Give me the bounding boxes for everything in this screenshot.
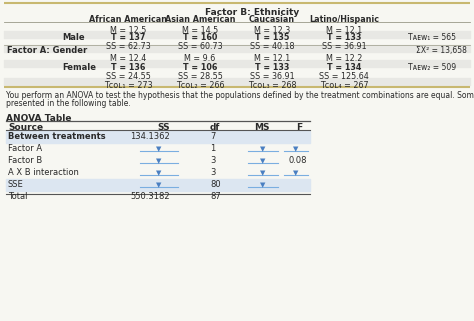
Text: Total: Total xyxy=(8,192,27,201)
Text: SS = 24.55: SS = 24.55 xyxy=(106,72,150,81)
Text: Caucasian: Caucasian xyxy=(249,15,295,24)
Text: M = 12.1: M = 12.1 xyxy=(254,54,290,63)
Text: A X B interaction: A X B interaction xyxy=(8,168,79,177)
Text: SS = 36.91: SS = 36.91 xyxy=(322,42,366,51)
Text: 0.08: 0.08 xyxy=(289,156,308,165)
Text: F: F xyxy=(296,123,302,132)
Text: 3: 3 xyxy=(210,156,215,165)
Text: SS = 62.73: SS = 62.73 xyxy=(106,42,150,51)
Text: 87: 87 xyxy=(210,192,221,201)
Text: M = 12.3: M = 12.3 xyxy=(254,26,290,35)
Text: Asian American: Asian American xyxy=(165,15,235,24)
Text: ▼: ▼ xyxy=(260,170,266,176)
Text: Tᴄᴏʟ₂ = 266: Tᴄᴏʟ₂ = 266 xyxy=(176,81,224,90)
Text: M = 9.6: M = 9.6 xyxy=(184,54,216,63)
Text: 1: 1 xyxy=(210,144,215,153)
Text: Tᴀᴇᴡ₂ = 509: Tᴀᴇᴡ₂ = 509 xyxy=(408,63,456,72)
Text: T = 160: T = 160 xyxy=(183,33,217,42)
Text: Factor A: Factor A xyxy=(8,144,42,153)
Text: Tᴄᴏʟ₄ = 267: Tᴄᴏʟ₄ = 267 xyxy=(319,81,368,90)
Text: SS = 40.18: SS = 40.18 xyxy=(250,42,294,51)
Text: T = 137: T = 137 xyxy=(111,33,145,42)
Text: 7: 7 xyxy=(210,132,215,141)
Text: presented in the following table.: presented in the following table. xyxy=(6,99,131,108)
Text: T = 134: T = 134 xyxy=(327,63,361,72)
Text: Tᴀᴇᴡ₁ = 565: Tᴀᴇᴡ₁ = 565 xyxy=(408,33,456,42)
Text: ▼: ▼ xyxy=(293,146,299,152)
Text: M = 12.4: M = 12.4 xyxy=(110,54,146,63)
Text: Factor B: Ethnicity: Factor B: Ethnicity xyxy=(205,8,299,17)
Text: SSE: SSE xyxy=(8,180,24,189)
Text: ▼: ▼ xyxy=(293,170,299,176)
Text: df: df xyxy=(210,123,220,132)
Text: Tᴄᴏʟ₁ = 273: Tᴄᴏʟ₁ = 273 xyxy=(104,81,152,90)
Text: M = 12.5: M = 12.5 xyxy=(110,26,146,35)
Text: ▼: ▼ xyxy=(156,146,162,152)
Text: ▼: ▼ xyxy=(260,182,266,188)
Text: ▼: ▼ xyxy=(260,158,266,164)
Text: Tᴄᴏʟ₃ = 268: Tᴄᴏʟ₃ = 268 xyxy=(248,81,296,90)
Text: T = 133: T = 133 xyxy=(255,63,289,72)
Text: ▼: ▼ xyxy=(156,158,162,164)
Text: ANOVA Table: ANOVA Table xyxy=(6,114,72,123)
Text: M = 12.2: M = 12.2 xyxy=(326,54,362,63)
Text: ΣX² = 13,658: ΣX² = 13,658 xyxy=(416,46,467,55)
Text: 134.1362: 134.1362 xyxy=(130,132,170,141)
Text: 3: 3 xyxy=(210,168,215,177)
Text: SS = 36.91: SS = 36.91 xyxy=(250,72,294,81)
Text: You perform an ANOVA to test the hypothesis that the populations defined by the : You perform an ANOVA to test the hypothe… xyxy=(6,91,474,100)
Text: M = 14.5: M = 14.5 xyxy=(182,26,218,35)
Text: SS = 125.64: SS = 125.64 xyxy=(319,72,369,81)
Text: MS: MS xyxy=(255,123,270,132)
Text: ▼: ▼ xyxy=(260,146,266,152)
Text: ▼: ▼ xyxy=(156,182,162,188)
Text: Latino/Hispanic: Latino/Hispanic xyxy=(309,15,379,24)
Text: Factor A: Gender: Factor A: Gender xyxy=(7,46,87,55)
Text: 550.3182: 550.3182 xyxy=(130,192,170,201)
Text: ▼: ▼ xyxy=(156,170,162,176)
Text: African American: African American xyxy=(89,15,167,24)
Text: Male: Male xyxy=(62,33,85,42)
Text: Source: Source xyxy=(8,123,43,132)
Text: M = 12.1: M = 12.1 xyxy=(326,26,362,35)
Text: SS = 60.73: SS = 60.73 xyxy=(178,42,222,51)
Text: T = 106: T = 106 xyxy=(183,63,217,72)
Text: 80: 80 xyxy=(210,180,220,189)
Text: T = 133: T = 133 xyxy=(327,33,361,42)
Text: Factor B: Factor B xyxy=(8,156,42,165)
Text: Female: Female xyxy=(62,63,96,72)
Text: T = 135: T = 135 xyxy=(255,33,289,42)
Text: SS = 28.55: SS = 28.55 xyxy=(178,72,222,81)
Text: SS: SS xyxy=(157,123,170,132)
Text: T = 136: T = 136 xyxy=(111,63,145,72)
Text: Between treatments: Between treatments xyxy=(8,132,106,141)
